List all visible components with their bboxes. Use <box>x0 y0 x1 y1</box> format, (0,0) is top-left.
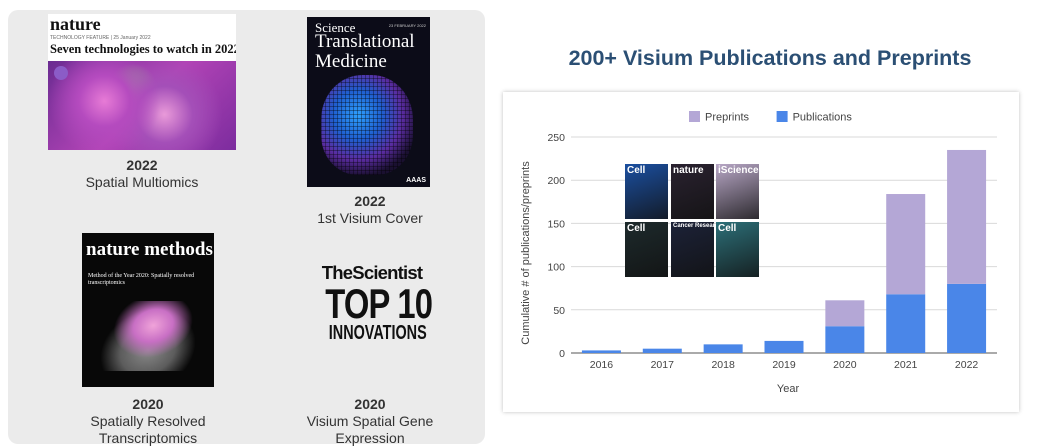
y-tick-label: 50 <box>553 305 565 317</box>
nature-cover-image: nature TECHNOLOGY FEATURE | 25 January 2… <box>48 14 236 150</box>
nature-methods-logo: nature methods <box>86 239 213 260</box>
journal-cover-title: nature <box>673 165 704 176</box>
stm-title-line1: Science <box>315 20 356 35</box>
caption-year: 2022 <box>354 193 386 209</box>
caption-label: Spatially Resolved Transcriptomics <box>90 413 206 446</box>
nature-kicker: TECHNOLOGY FEATURE | 25 January 2022 <box>50 35 151 41</box>
x-tick-label: 2018 <box>711 359 735 371</box>
nature-cover-art <box>48 61 236 150</box>
stm-cover-art <box>321 75 413 175</box>
caption-label: Visium Spatial Gene Expression <box>306 413 434 446</box>
journal-cover-title: iScience <box>718 165 759 176</box>
nature-headline: Seven technologies to watch in 2022 <box>50 42 236 56</box>
caption-year: 2020 <box>132 396 164 412</box>
bar-publications-2021 <box>886 294 926 353</box>
bar-publications-2017 <box>642 348 682 353</box>
x-tick-label: 2019 <box>772 359 796 371</box>
x-tick-label: 2020 <box>833 359 857 371</box>
caption-year: 2022 <box>126 157 158 173</box>
caption-label: Spatial Multiomics <box>85 174 199 190</box>
y-tick-label: 250 <box>547 132 565 144</box>
scientist-name: TheScientist <box>321 262 423 283</box>
nature-logo: nature <box>50 14 101 34</box>
journal-cover-thumbnail: Cancer Research <box>671 222 714 277</box>
the-scientist-logo: TheScientist TOP 10 INNOVATIONS <box>312 262 433 345</box>
bar-publications-2018 <box>703 344 743 353</box>
caption-spatial-multiomics: 2022 Spatial Multiomics <box>58 157 226 191</box>
nature-methods-headline: Method of the Year 2020: Spatially resol… <box>88 273 195 286</box>
journal-cover-thumbnail: nature <box>671 164 714 219</box>
nature-methods-cover-art <box>88 301 214 371</box>
chart-frame: 0 50 100 150 200 250 2016 2017 2018 2019 2020 2021 2… <box>503 92 1019 412</box>
caption-label: 1st Visium Cover <box>317 210 423 226</box>
journal-cover-thumbnail: Cell <box>625 164 668 219</box>
journal-cover-title: Cell <box>718 223 737 234</box>
journal-cover-thumbnail: Cell <box>716 222 759 277</box>
scientist-innovations: INNOVATIONS <box>328 322 427 344</box>
stm-date: 23 FEBRUARY 2022 <box>388 23 426 28</box>
caption-spatially-resolved: 2020 Spatially Resolved Transcriptomics <box>64 396 232 447</box>
y-tick-label: 200 <box>547 175 565 187</box>
journal-cover-thumbnail: iScience <box>716 164 759 219</box>
x-axis-title: Year <box>777 383 800 395</box>
legend-label-preprints: Preprints <box>705 112 750 124</box>
journal-cover-title: Cell <box>627 223 646 234</box>
nature-badge-icon <box>54 66 68 80</box>
nature-methods-cover-image: nature methods Method of the Year 2020: … <box>82 233 214 387</box>
bar-preprints-2021 <box>886 194 926 295</box>
bar-preprints-2022 <box>947 149 987 284</box>
bar-publications-2016 <box>581 350 621 353</box>
aaas-logo: AAAS <box>406 177 426 184</box>
stm-title-line2: Translational <box>315 31 415 52</box>
x-tick-label: 2017 <box>651 359 675 371</box>
bar-preprints-2020 <box>825 300 865 327</box>
stm-cover-image: Science Translational Medicine 23 FEBRUA… <box>307 17 430 187</box>
journal-cover-title: Cancer Research <box>673 223 714 229</box>
x-tick-label: 2021 <box>894 359 918 371</box>
x-tick-label: 2016 <box>590 359 614 371</box>
x-tick-label: 2022 <box>955 359 979 371</box>
journal-cover-title: Cell <box>627 165 646 176</box>
legend-swatch-preprints <box>689 111 700 122</box>
bar-publications-2019 <box>764 340 804 353</box>
y-tick-label: 100 <box>547 262 565 274</box>
y-tick-label: 150 <box>547 218 565 230</box>
caption-year: 2020 <box>354 396 386 412</box>
bar-publications-2022 <box>947 283 987 353</box>
main-title: 200+ Visium Publications and Preprints <box>568 46 972 70</box>
caption-visium-gene-expression: 2020 Visium Spatial Gene Expression <box>290 396 450 447</box>
y-tick-label: 0 <box>559 348 565 360</box>
legend-swatch-publications <box>776 111 788 122</box>
legend-label-publications: Publications <box>793 112 853 124</box>
stacked-bar-chart: 0 50 100 150 200 250 2016 2017 2018 2019 2020 2021 2… <box>520 111 997 395</box>
bar-publications-2020 <box>825 326 865 353</box>
stm-title-line3: Medicine <box>315 51 387 72</box>
scientist-top10: TOP 10 <box>325 280 433 327</box>
y-axis-title: Cumulative # of publications/preprints <box>520 161 532 345</box>
caption-first-visium-cover: 2022 1st Visium Cover <box>290 193 450 227</box>
journal-cover-thumbnail: Cell <box>625 222 668 277</box>
